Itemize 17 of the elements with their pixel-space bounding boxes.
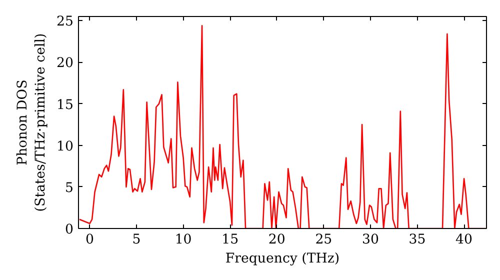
- y-tick-label: 25: [56, 14, 74, 30]
- x-tick-label: 20: [268, 232, 286, 248]
- y-axis-title: Phonon DOS (States/THz·primitive cell): [16, 33, 49, 212]
- x-tick-label: 40: [456, 232, 473, 248]
- x-tick-label: 15: [222, 232, 239, 248]
- y-tick-label: 5: [65, 180, 74, 196]
- x-tick-label: 5: [132, 232, 141, 248]
- y-tick-label: 15: [56, 98, 74, 113]
- x-axis-title: Frequency (THz): [225, 252, 340, 266]
- x-tick-label: 35: [408, 232, 426, 248]
- y-tick-label: 20: [56, 56, 74, 72]
- x-tick-label: 10: [174, 232, 192, 248]
- x-tick-label: 25: [315, 232, 332, 248]
- y-tick-label: 10: [56, 139, 74, 154]
- y-tick-label: 0: [65, 222, 74, 238]
- x-tick-label: 0: [85, 232, 94, 248]
- x-tick-label: 30: [362, 232, 379, 248]
